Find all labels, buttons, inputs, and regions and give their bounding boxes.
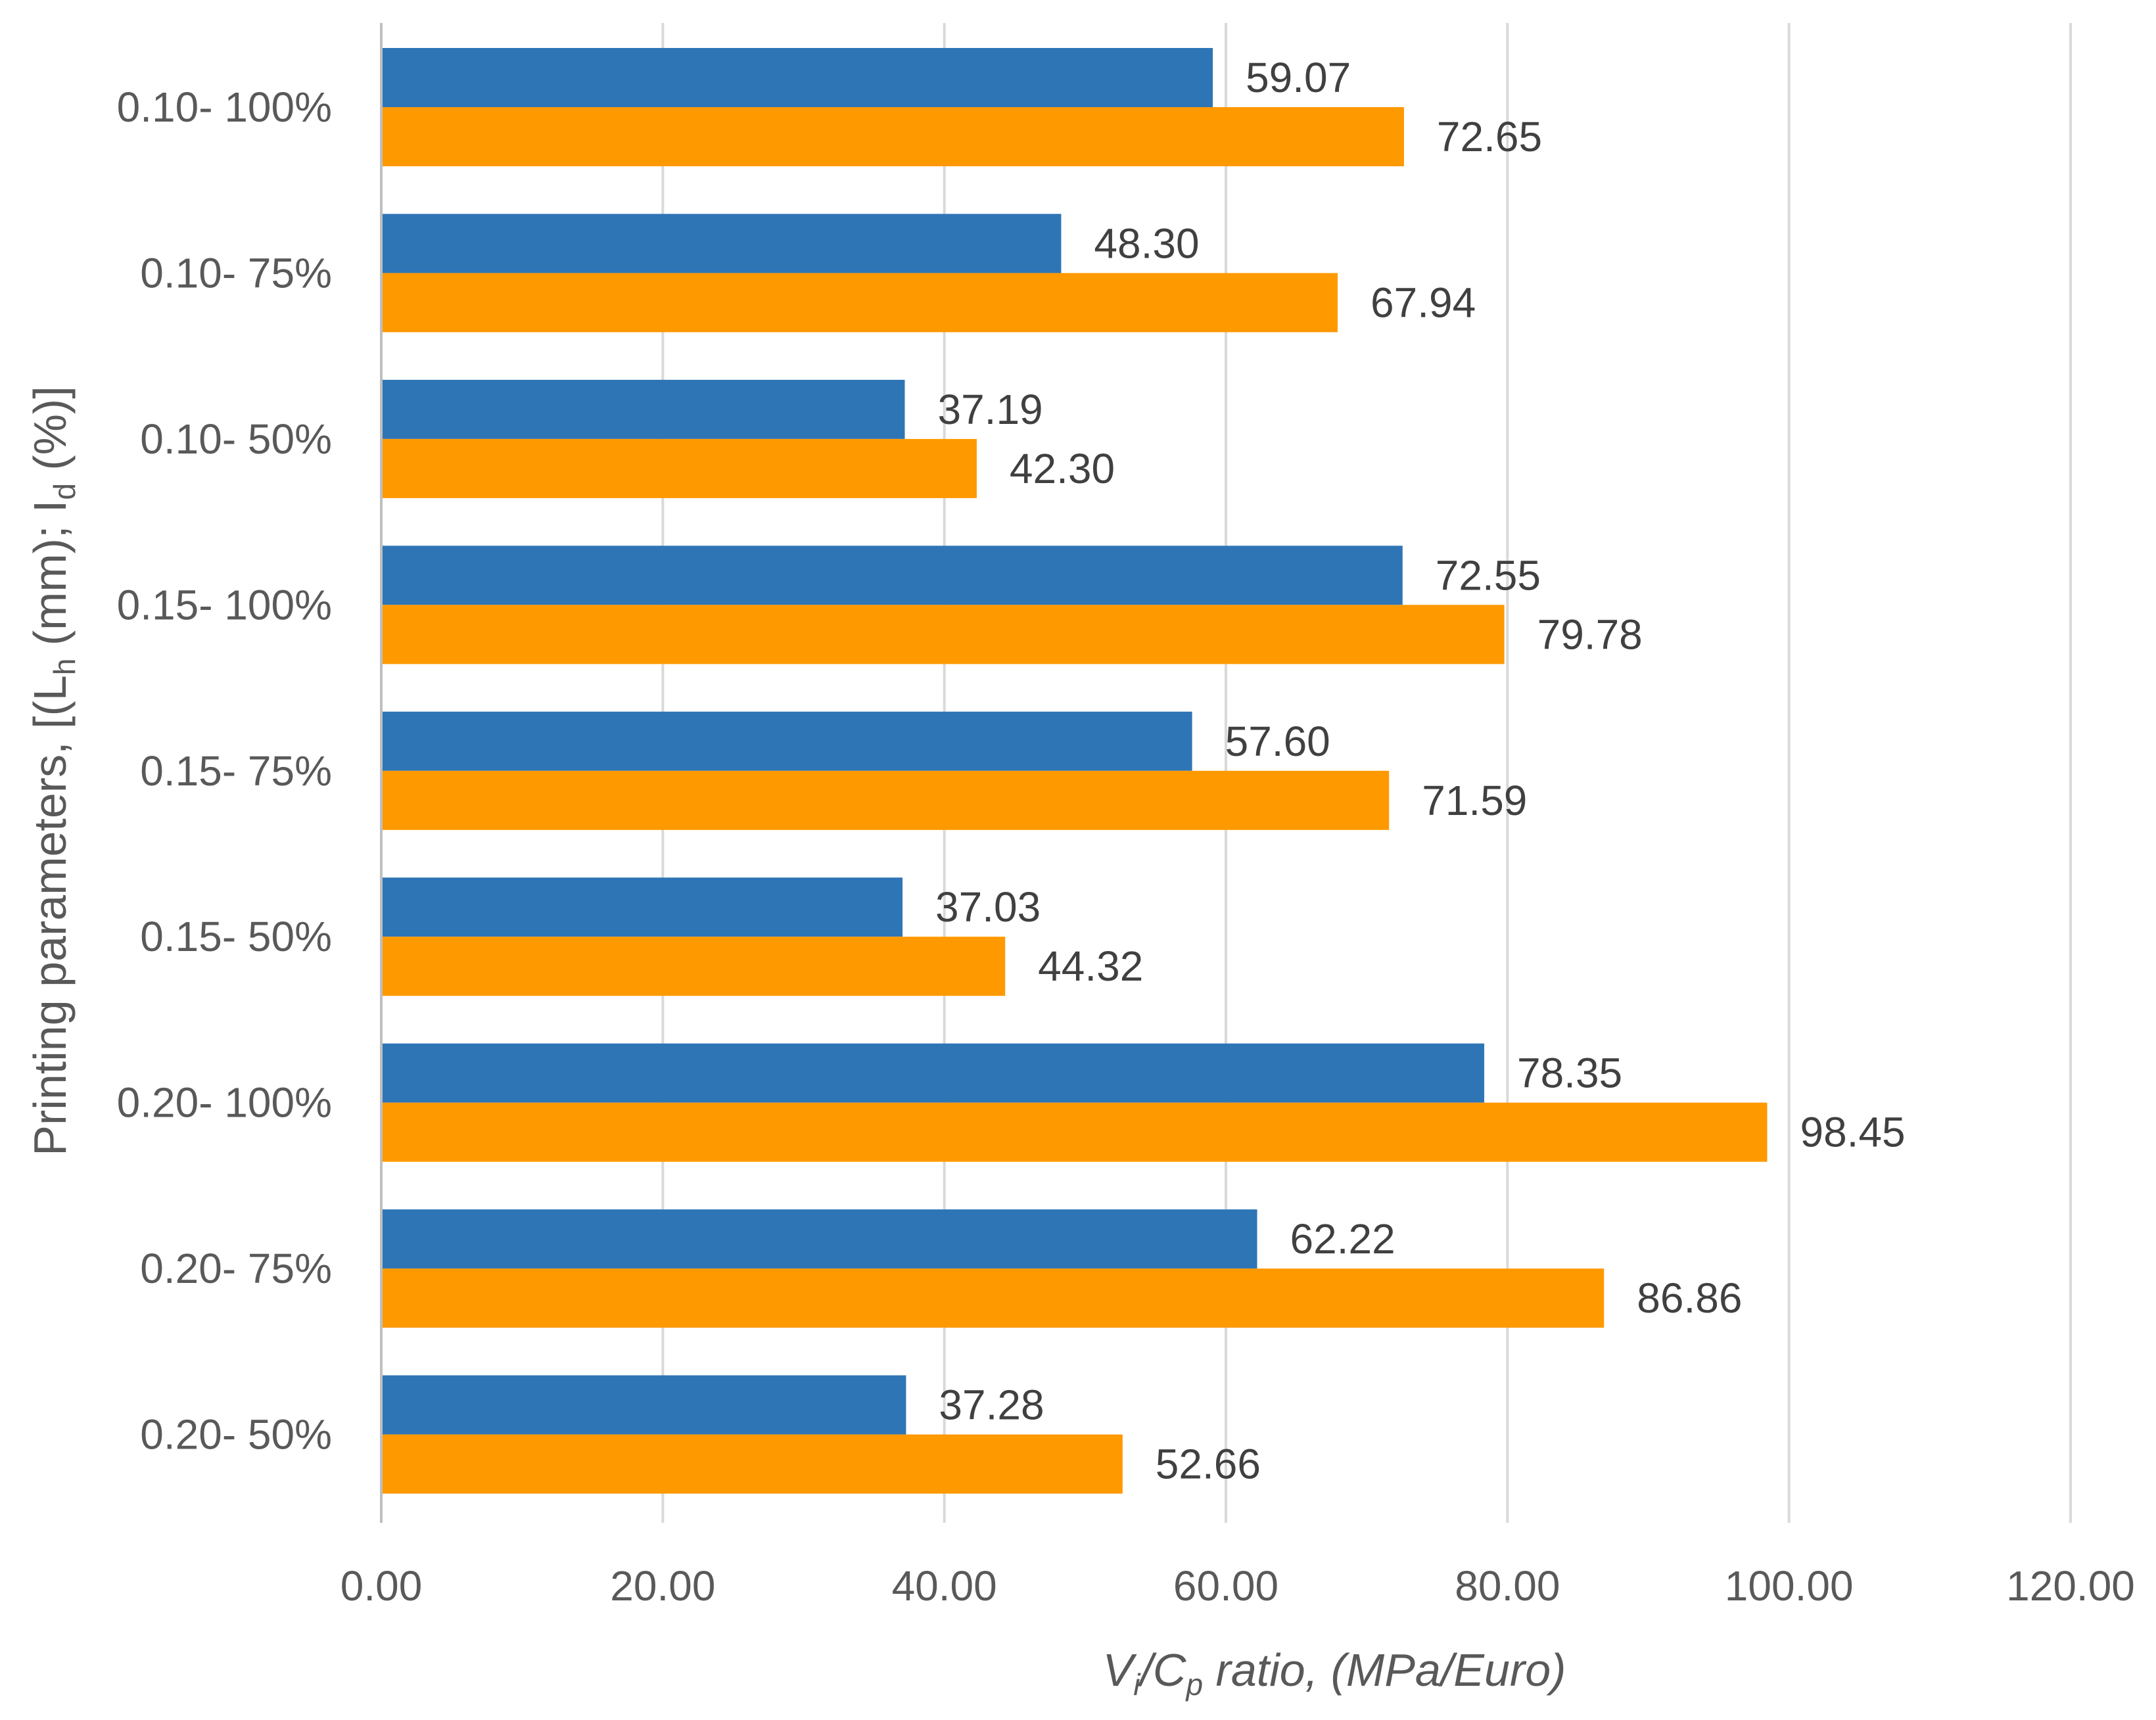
data-label: 48.30 (1094, 220, 1199, 267)
data-label: 37.19 (937, 386, 1043, 433)
category-label: 0.10- 100% (117, 83, 332, 131)
data-label: 72.55 (1436, 551, 1541, 599)
bar-series-blue (381, 546, 1403, 605)
category-label: 0.10- 50% (140, 415, 332, 463)
x-tick-label: 120.00 (2006, 1562, 2135, 1610)
data-labels: 59.07 72.65 48.30 67.94 37.19 42.30 72.55 79.78… (935, 54, 1906, 1488)
bar-series-blue (381, 1043, 1484, 1103)
x-tick-label: 80.00 (1455, 1562, 1560, 1610)
bars (381, 48, 1768, 1494)
data-label: 71.59 (1422, 777, 1527, 824)
x-axis-title: Vi/Cp ratio, (MPa/Euro) (1103, 1644, 1566, 1702)
data-label: 42.30 (1010, 445, 1115, 492)
data-label: 57.60 (1225, 718, 1330, 765)
data-label: 62.22 (1290, 1215, 1395, 1263)
data-label: 67.94 (1371, 279, 1476, 326)
data-label: 98.45 (1800, 1109, 1905, 1156)
data-label: 86.86 (1637, 1274, 1742, 1322)
data-label: 79.78 (1537, 611, 1643, 658)
x-tick-label: 0.00 (340, 1562, 423, 1610)
bar-series-blue (381, 48, 1213, 107)
category-label: 0.15- 75% (140, 747, 332, 795)
category-label: 0.10- 75% (140, 249, 332, 296)
bar-series-orange (381, 605, 1505, 664)
bar-series-orange (381, 770, 1390, 830)
category-label: 0.15- 50% (140, 913, 332, 960)
data-label: 72.65 (1437, 113, 1542, 160)
category-label: 0.15- 100% (117, 581, 332, 628)
bar-series-orange (381, 1102, 1768, 1162)
bar-series-blue (381, 711, 1192, 771)
category-label: 0.20- 75% (140, 1245, 332, 1292)
bar-series-orange (381, 937, 1006, 996)
data-label: 52.66 (1156, 1441, 1261, 1488)
value-axis-tick-labels: 0.00 20.00 40.00 60.00 80.00 100.00 120.00 (340, 1562, 2135, 1610)
bar-series-orange (381, 438, 977, 498)
data-label: 59.07 (1246, 54, 1351, 101)
bar-series-blue (381, 1375, 906, 1435)
x-tick-label: 40.00 (892, 1562, 997, 1610)
x-tick-label: 60.00 (1173, 1562, 1278, 1610)
bar-series-blue (381, 214, 1062, 273)
x-tick-label: 20.00 (610, 1562, 715, 1610)
category-label: 0.20- 100% (117, 1079, 332, 1127)
data-label: 37.28 (939, 1382, 1044, 1429)
category-label: 0.20- 50% (140, 1411, 332, 1458)
bar-series-blue (381, 379, 905, 439)
y-axis-title: Printing parameters, [(Lh (mm); Id (%)] (24, 386, 82, 1155)
bar-series-blue (381, 1209, 1257, 1269)
bar-series-orange (381, 273, 1338, 333)
bar-series-blue (381, 877, 903, 937)
category-axis-labels: 0.10- 100% 0.10- 75% 0.10- 50% 0.15- 100% 0.… (117, 83, 332, 1458)
data-label: 44.32 (1038, 942, 1143, 990)
bar-series-orange (381, 1268, 1605, 1328)
x-tick-label: 100.00 (1725, 1562, 1854, 1610)
bar-series-orange (381, 1434, 1123, 1494)
data-label: 37.03 (935, 883, 1041, 931)
bar-series-orange (381, 107, 1404, 166)
data-label: 78.35 (1517, 1050, 1622, 1097)
